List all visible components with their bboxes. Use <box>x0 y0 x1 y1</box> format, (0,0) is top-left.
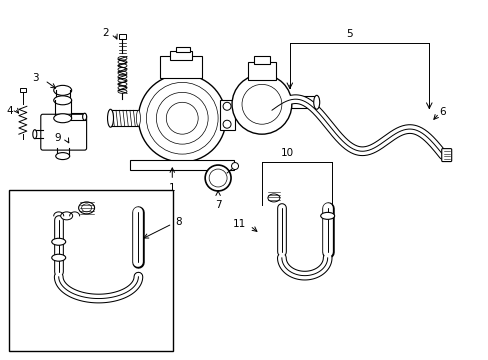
Text: 9: 9 <box>54 133 61 143</box>
Ellipse shape <box>54 96 72 105</box>
FancyBboxPatch shape <box>41 114 86 150</box>
Text: 11: 11 <box>232 219 245 229</box>
Circle shape <box>242 84 281 124</box>
Bar <box>160 57 202 78</box>
Text: 2: 2 <box>102 28 108 37</box>
Ellipse shape <box>61 212 73 220</box>
Ellipse shape <box>52 254 65 261</box>
Text: 7: 7 <box>214 200 221 210</box>
Text: 10: 10 <box>281 148 294 158</box>
Ellipse shape <box>107 109 113 127</box>
Bar <box>9 190 173 351</box>
Ellipse shape <box>54 114 72 123</box>
Ellipse shape <box>33 130 37 139</box>
Bar <box>253 57 269 64</box>
Ellipse shape <box>82 113 86 120</box>
Ellipse shape <box>136 110 140 126</box>
Circle shape <box>146 82 218 154</box>
Ellipse shape <box>320 212 334 219</box>
Text: 3: 3 <box>32 73 39 84</box>
Text: 5: 5 <box>346 28 352 39</box>
Bar <box>176 46 190 53</box>
Circle shape <box>223 102 230 110</box>
Ellipse shape <box>313 95 319 109</box>
Bar <box>119 33 126 39</box>
Circle shape <box>166 102 198 134</box>
Circle shape <box>205 165 230 191</box>
Circle shape <box>209 169 226 187</box>
Bar <box>247 62 275 80</box>
Text: 4: 4 <box>7 106 14 116</box>
Ellipse shape <box>267 194 279 202</box>
Bar <box>170 50 192 60</box>
Circle shape <box>156 92 208 144</box>
Bar <box>20 88 26 92</box>
Ellipse shape <box>54 85 72 95</box>
Text: 1: 1 <box>169 168 175 193</box>
Ellipse shape <box>56 153 69 159</box>
Ellipse shape <box>81 204 91 212</box>
Bar <box>220 100 235 130</box>
Circle shape <box>223 120 230 128</box>
Circle shape <box>138 75 225 162</box>
Ellipse shape <box>79 202 94 214</box>
FancyBboxPatch shape <box>441 149 451 162</box>
Circle shape <box>231 163 238 170</box>
Text: 6: 6 <box>438 107 445 117</box>
Bar <box>130 160 234 170</box>
Text: 8: 8 <box>175 217 182 227</box>
Circle shape <box>232 75 291 134</box>
Ellipse shape <box>52 238 65 245</box>
